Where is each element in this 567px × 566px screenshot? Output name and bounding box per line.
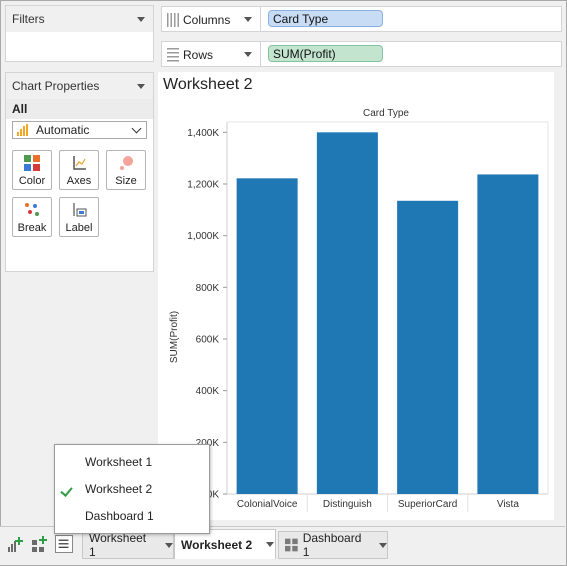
break-button[interactable]: Break	[12, 197, 52, 237]
sheet-list-menu: Worksheet 1 Worksheet 2 Dashboard 1	[54, 444, 210, 534]
sum-profit-pill[interactable]: SUM(Profit)	[268, 45, 383, 62]
axes-icon	[73, 156, 86, 170]
rows-label: Rows	[183, 48, 214, 62]
tab-dashboard-1-caret-icon[interactable]	[379, 542, 387, 548]
rows-shelf[interactable]: Rows SUM(Profit)	[161, 41, 562, 67]
tab-dashboard-1-label: Dashboard 1	[302, 531, 362, 559]
worksheet-title: Worksheet 2	[163, 76, 253, 93]
label-button[interactable]: Label	[59, 197, 99, 237]
menu-item-worksheet-1-label: Worksheet 1	[85, 455, 153, 469]
bar-vista[interactable]	[477, 174, 539, 495]
rows-grip-icon	[167, 48, 179, 62]
size-icon	[120, 156, 133, 170]
tab-worksheet-2[interactable]: Worksheet 2	[174, 529, 276, 559]
x-category-label: SuperiorCard	[398, 499, 457, 510]
y-tick-label: 400K	[196, 386, 220, 397]
mark-type-label: Automatic	[36, 123, 90, 137]
bar-colonialvoice[interactable]	[236, 178, 298, 495]
dashboard-icon	[285, 538, 298, 552]
filters-header[interactable]: Filters	[6, 6, 153, 32]
rows-divider	[260, 42, 261, 66]
x-category-label: Vista	[497, 499, 519, 510]
break-icon	[25, 203, 39, 216]
y-axis-title: SUM(Profit)	[169, 311, 180, 363]
axes-label: Axes	[66, 175, 92, 187]
menu-item-worksheet-2-label: Worksheet 2	[85, 482, 153, 496]
all-marks-row[interactable]: All	[6, 99, 153, 119]
y-tick-label: 0K	[207, 490, 220, 501]
filters-caret-icon[interactable]	[137, 16, 145, 22]
columns-grip-icon	[167, 13, 179, 27]
tab-worksheet-1-label: Worksheet 1	[89, 531, 147, 559]
label-tile-label: Label	[65, 222, 93, 234]
chevron-down-icon	[131, 123, 142, 133]
rows-caret-icon[interactable]	[244, 52, 252, 57]
axes-button[interactable]: Axes	[59, 150, 99, 190]
menu-item-worksheet-2[interactable]: Worksheet 2	[55, 478, 207, 500]
tab-dashboard-1[interactable]: Dashboard 1	[278, 531, 388, 559]
y-tick-label: 600K	[196, 335, 220, 346]
new-dashboard-icon[interactable]	[31, 535, 49, 553]
bar-chart: Card Type SUM(Profit) 0K 200K 400K 600K 800K…	[169, 108, 549, 512]
color-label: Color	[18, 175, 46, 187]
chart-title: Card Type	[363, 108, 409, 119]
filters-title: Filters	[12, 12, 45, 26]
bar-superiorcard[interactable]	[397, 200, 459, 494]
tab-worksheet-2-caret-icon[interactable]	[266, 542, 275, 547]
columns-divider	[260, 7, 261, 31]
chart-properties-panel: Chart Properties All Automatic Color Axe…	[5, 72, 154, 272]
y-tick-label: 800K	[196, 283, 220, 294]
y-tick-label: 1,000K	[187, 231, 219, 242]
color-button[interactable]: Color	[12, 150, 52, 190]
y-tick-label: 1,400K	[187, 128, 219, 139]
y-tick-label: 200K	[196, 438, 220, 449]
menu-item-dashboard-1[interactable]: Dashboard 1	[55, 505, 207, 527]
menu-item-dashboard-1-label: Dashboard 1	[85, 509, 154, 523]
checkmark-icon	[60, 484, 73, 497]
columns-caret-icon[interactable]	[244, 17, 252, 22]
chart-properties-title: Chart Properties	[12, 79, 100, 93]
worksheet-canvas: Worksheet 2 Card Type SUM(Profit) 0K 200K…	[158, 72, 554, 520]
tab-worksheet-1-caret-icon[interactable]	[165, 542, 173, 548]
tab-worksheet-1[interactable]: Worksheet 1	[82, 531, 174, 559]
chart-properties-header[interactable]: Chart Properties	[6, 73, 153, 99]
break-label: Break	[17, 222, 47, 234]
mark-type-select[interactable]: Automatic	[12, 121, 147, 139]
y-tick-label: 1,200K	[187, 180, 219, 191]
sheet-list-icon[interactable]	[55, 535, 73, 553]
size-button[interactable]: Size	[106, 150, 146, 190]
columns-label: Columns	[183, 13, 231, 27]
tab-worksheet-2-label: Worksheet 2	[181, 537, 253, 552]
label-icon	[73, 203, 87, 217]
size-label: Size	[115, 175, 137, 187]
card-type-pill[interactable]: Card Type	[268, 10, 383, 27]
x-category-label: Distinguish	[323, 499, 372, 510]
new-worksheet-icon[interactable]	[7, 535, 25, 553]
color-icon	[24, 155, 40, 171]
filters-panel: Filters	[5, 5, 154, 62]
x-category-label: ColonialVoice	[237, 499, 298, 510]
chart-properties-caret-icon[interactable]	[137, 83, 145, 89]
menu-item-worksheet-1[interactable]: Worksheet 1	[55, 451, 207, 473]
columns-shelf[interactable]: Columns Card Type	[161, 6, 562, 32]
bar-distinguish[interactable]	[316, 132, 378, 495]
automatic-mark-icon	[17, 124, 31, 136]
